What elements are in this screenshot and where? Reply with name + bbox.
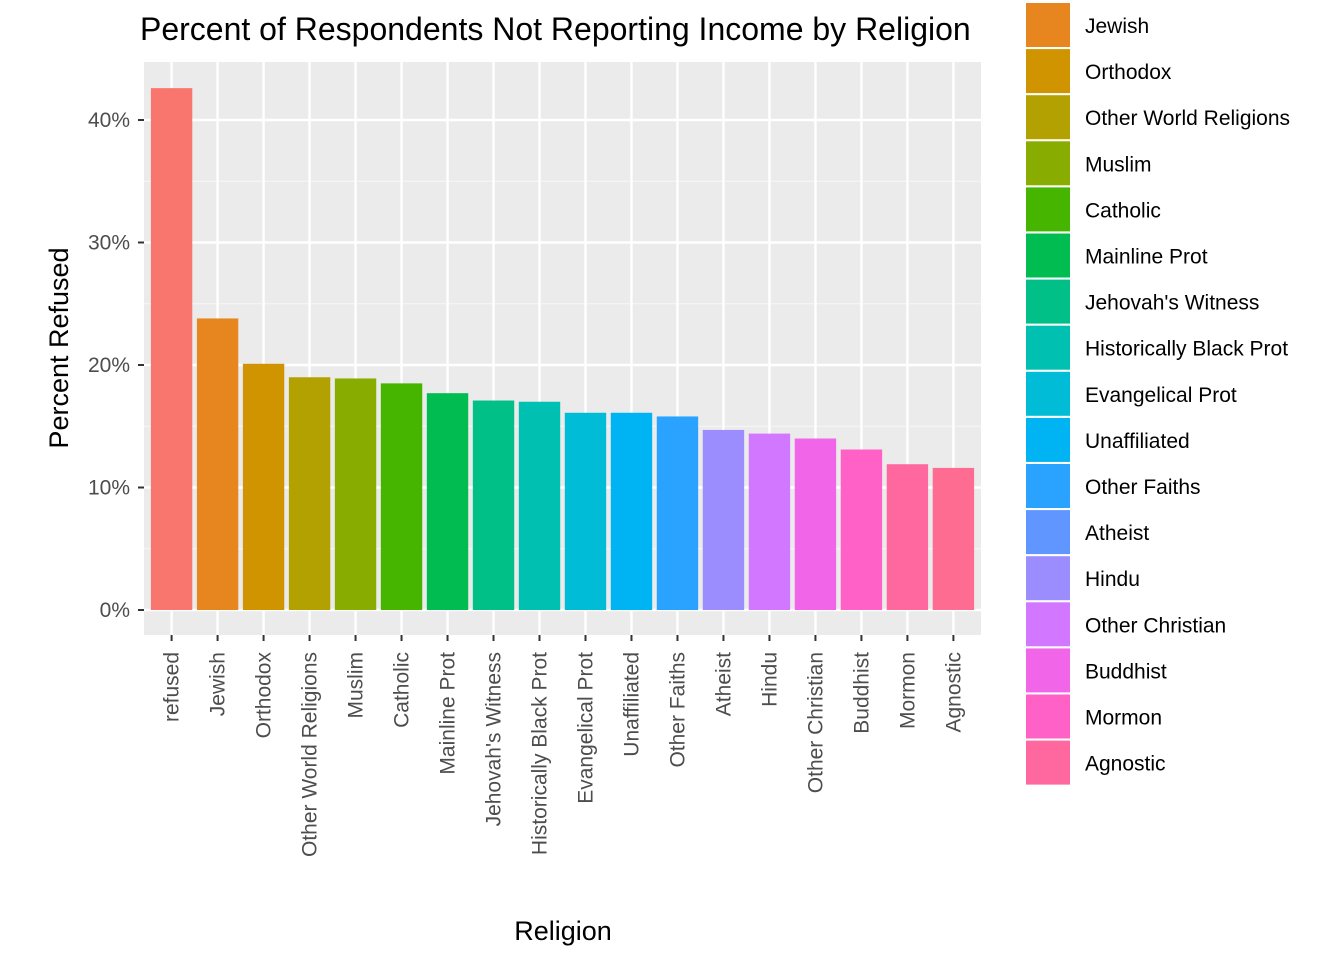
legend-key	[1026, 325, 1070, 370]
x-tick-label: Muslim	[345, 652, 368, 719]
legend-key	[1026, 3, 1070, 47]
legend-key	[1026, 371, 1070, 416]
legend-label: Muslim	[1085, 153, 1152, 176]
bars	[150, 88, 975, 610]
y-tick-label: 20%	[88, 354, 130, 377]
legend-label: Other Christian	[1085, 614, 1226, 637]
bar-atheist	[702, 429, 745, 610]
legend-key	[1026, 602, 1070, 647]
legend-key	[1026, 417, 1070, 462]
y-axis: 0% 10% 20% 30% 40%	[88, 109, 144, 622]
legend-key	[1026, 95, 1070, 140]
bar-jewish	[196, 318, 239, 610]
legend-label: Unaffiliated	[1085, 430, 1190, 453]
legend-label: Other Faiths	[1085, 476, 1201, 499]
legend-key	[1026, 648, 1070, 693]
legend-key	[1026, 187, 1070, 232]
legend-key	[1026, 141, 1070, 186]
legend-label: Evangelical Prot	[1085, 384, 1237, 407]
bar-historically-black-prot	[518, 401, 561, 610]
legend-key	[1026, 49, 1070, 94]
x-tick-label: Other World Religions	[299, 652, 322, 857]
bar-hindu	[748, 433, 791, 610]
legend: Jewish Orthodox Other World Religions Musli…	[1026, 3, 1290, 785]
y-tick-label: 0%	[100, 599, 130, 622]
legend-label: Buddhist	[1085, 660, 1167, 683]
bar-orthodox	[242, 363, 285, 610]
x-tick-label: Jehovah's Witness	[483, 652, 506, 826]
y-axis-title: Percent Refused	[44, 247, 74, 448]
legend-label: Jehovah's Witness	[1085, 292, 1259, 315]
bar-unaffiliated	[610, 412, 653, 610]
x-tick-label: Buddhist	[850, 652, 873, 734]
x-tick-label: Catholic	[391, 652, 414, 728]
legend-label: Historically Black Prot	[1085, 338, 1288, 361]
x-axis: refused Jewish Orthodox Other World Religio…	[161, 635, 965, 857]
x-tick-label: Atheist	[712, 652, 735, 716]
x-tick-label: Hindu	[758, 652, 781, 707]
bar-muslim	[334, 378, 377, 610]
x-tick-label: Agnostic	[942, 652, 965, 733]
legend-key	[1026, 556, 1070, 601]
x-tick-label: Orthodox	[253, 652, 276, 739]
x-tick-label: Mormon	[896, 652, 919, 729]
legend-key	[1026, 740, 1070, 785]
legend-label: Jewish	[1085, 15, 1149, 38]
y-tick-label: 40%	[88, 109, 130, 132]
bar-other-world-religions	[288, 377, 331, 610]
bar-mainline-prot	[426, 393, 469, 610]
bar-other-faiths	[656, 416, 699, 610]
legend-label: Catholic	[1085, 199, 1161, 222]
bar-catholic	[380, 383, 423, 610]
legend-label: Agnostic	[1085, 753, 1166, 776]
x-tick-label: Other Christian	[804, 652, 827, 793]
x-tick-label: Other Faiths	[666, 652, 689, 768]
x-tick-label: Unaffiliated	[620, 652, 643, 757]
legend-label: Orthodox	[1085, 61, 1172, 84]
x-tick-label: Evangelical Prot	[574, 652, 597, 804]
legend-key	[1026, 510, 1070, 555]
legend-key	[1026, 233, 1070, 278]
bar-refused	[150, 88, 193, 610]
legend-label: Mainline Prot	[1085, 246, 1208, 269]
legend-key	[1026, 279, 1070, 324]
legend-label: Other World Religions	[1085, 107, 1290, 130]
x-tick-label: Jewish	[207, 652, 230, 716]
legend-label: Atheist	[1085, 522, 1149, 545]
bar-buddhist	[840, 449, 883, 610]
x-tick-label: refused	[161, 652, 184, 722]
x-tick-label: Historically Black Prot	[529, 652, 552, 855]
x-tick-label: Mainline Prot	[437, 652, 460, 775]
bar-evangelical-prot	[564, 412, 607, 610]
y-tick-label: 10%	[88, 477, 130, 500]
bar-agnostic	[932, 467, 975, 610]
legend-label: Hindu	[1085, 568, 1140, 591]
x-axis-title: Religion	[514, 916, 612, 946]
bar-other-christian	[794, 438, 837, 610]
legend-key	[1026, 464, 1070, 508]
legend-key	[1026, 694, 1070, 739]
bar-mormon	[886, 464, 929, 610]
y-tick-label: 30%	[88, 232, 130, 255]
bar-jehovah-s-witness	[472, 400, 515, 610]
legend-label: Mormon	[1085, 707, 1162, 730]
chart-title: Percent of Respondents Not Reporting Inc…	[140, 11, 971, 47]
